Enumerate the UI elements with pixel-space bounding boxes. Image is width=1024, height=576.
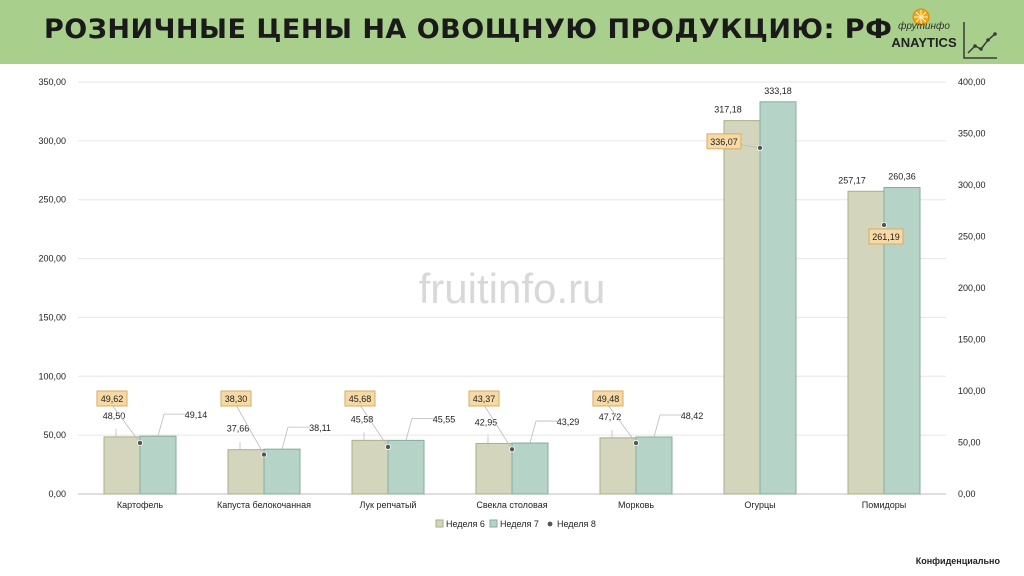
y-right-tick-label: 50,00	[958, 438, 981, 448]
header-banner: РОЗНИЧНЫЕ ЦЕНЫ НА ОВОЩНУЮ ПРОДУКЦИЮ: РФ …	[0, 0, 1024, 64]
y-left-tick-label: 100,00	[38, 371, 66, 381]
data-label-week8: 49,62	[101, 394, 124, 404]
marker-week8	[508, 446, 515, 453]
data-label-week6: 317,18	[714, 105, 742, 115]
x-tick-label: Свекла столовая	[476, 500, 547, 510]
bar-week7	[759, 101, 797, 495]
marker-week8	[757, 144, 764, 151]
callout-leader	[235, 404, 265, 455]
callout-box-week8	[868, 228, 904, 245]
marker-week8	[260, 451, 267, 458]
label-leader-week7	[281, 426, 310, 450]
data-label-week7: 45,55	[433, 414, 456, 424]
bar-week6	[227, 449, 265, 495]
marker-week8	[384, 443, 391, 450]
data-label-week7: 260,36	[888, 172, 916, 182]
data-label-week6: 42,95	[475, 417, 498, 427]
y-left-tick-label: 50,00	[43, 430, 66, 440]
bar-week7	[511, 442, 549, 495]
label-leader-week7	[529, 420, 558, 444]
data-label-week6: 257,17	[838, 175, 866, 185]
data-label-week8: 261,19	[872, 232, 900, 242]
callout-box-week8	[220, 390, 252, 407]
y-right-tick-label: 0,00	[958, 489, 976, 499]
legend-label-week7: Неделя 7	[500, 519, 539, 529]
x-tick-label: Капуста белокочанная	[217, 500, 311, 510]
y-left-tick-label: 150,00	[38, 312, 66, 322]
watermark: fruitinfo.ru	[419, 265, 606, 312]
callout-leader	[483, 404, 513, 450]
data-label-week7: 38,11	[309, 423, 331, 433]
legend-swatch-week7	[489, 519, 498, 528]
bar-week6	[723, 120, 761, 495]
y-left-tick-label: 300,00	[38, 136, 66, 146]
callout-box-week8	[592, 390, 624, 407]
x-tick-label: Морковь	[618, 500, 654, 510]
callout-box-week8	[96, 390, 128, 407]
y-left-tick-label: 250,00	[38, 195, 66, 205]
x-tick-label: Картофель	[117, 500, 163, 510]
legend-swatch-week8	[547, 521, 553, 527]
callout-box-week8	[706, 133, 742, 150]
y-right-tick-label: 400,00	[958, 77, 986, 87]
data-label-week8: 43,37	[473, 394, 496, 404]
data-label-week8: 49,48	[597, 394, 620, 404]
y-right-tick-label: 150,00	[958, 335, 986, 345]
data-label-week8: 336,07	[710, 137, 738, 147]
price-chart: fruitinfo.ru 0,00 50,00 100,00 150,00 200,00 2…	[38, 77, 986, 529]
y-right-tick-label: 100,00	[958, 386, 986, 396]
marker-week8	[881, 221, 888, 228]
data-label-week7: 43,29	[557, 417, 580, 427]
logo-subtitle: фрутинфо	[897, 21, 950, 32]
logo-name: ANAYTICS	[891, 35, 957, 50]
data-label-week8: 38,30	[225, 394, 248, 404]
legend-label-week8: Неделя 8	[557, 519, 596, 529]
marker-week8	[136, 439, 143, 446]
y-left-tick-label: 200,00	[38, 254, 66, 264]
marker-week8	[633, 440, 640, 447]
bar-week6	[103, 436, 141, 495]
line-graph-icon	[963, 22, 997, 59]
y-right-tick-label: 250,00	[958, 232, 986, 242]
data-label-week6: 45,58	[351, 414, 374, 424]
bar-week6	[599, 437, 637, 495]
data-label-week7: 48,42	[681, 411, 704, 421]
legend-swatch-week6	[435, 519, 444, 528]
y-right-tick-label: 300,00	[958, 180, 986, 190]
y-right-tick-label: 200,00	[958, 283, 986, 293]
data-label-week6: 37,66	[227, 424, 250, 434]
y-left-tick-label: 0,00	[48, 489, 66, 499]
bar-week7	[263, 448, 301, 495]
label-leader-week7	[653, 414, 682, 438]
x-tick-label: Лук репчатый	[360, 500, 417, 510]
callout-box-week8	[468, 390, 500, 407]
y-left-tick-label: 350,00	[38, 77, 66, 87]
callout-leader	[359, 404, 389, 448]
data-label-week8: 45,68	[349, 394, 372, 404]
legend-label-week6: Неделя 6	[446, 519, 485, 529]
callout-leader	[111, 404, 141, 444]
bar-week6	[475, 442, 513, 495]
x-tick-label: Огурцы	[744, 500, 775, 510]
page-title: РОЗНИЧНЫЕ ЦЕНЫ НА ОВОЩНУЮ ПРОДУКЦИЮ: РФ	[44, 14, 893, 45]
data-label-week7: 333,18	[764, 86, 792, 96]
bar-week7	[635, 436, 673, 495]
callout-leader	[607, 404, 637, 444]
data-label-week6: 48,50	[103, 411, 126, 421]
label-leader-week7	[405, 417, 434, 441]
x-tick-label: Помидоры	[862, 500, 906, 510]
confidential-note: Конфиденциально	[915, 556, 1000, 566]
callout-box-week8	[344, 390, 376, 407]
y-right-tick-label: 350,00	[958, 129, 986, 139]
bar-week6	[351, 439, 389, 495]
orange-slice-icon	[912, 8, 930, 26]
brand-logo: фрутинфо ANAYTICS	[888, 4, 1018, 60]
label-leader-week7	[157, 413, 186, 437]
bar-week7	[139, 435, 177, 495]
bar-week7	[387, 439, 425, 495]
data-label-week6: 47,72	[599, 412, 622, 422]
data-label-week7: 49,14	[185, 410, 208, 420]
